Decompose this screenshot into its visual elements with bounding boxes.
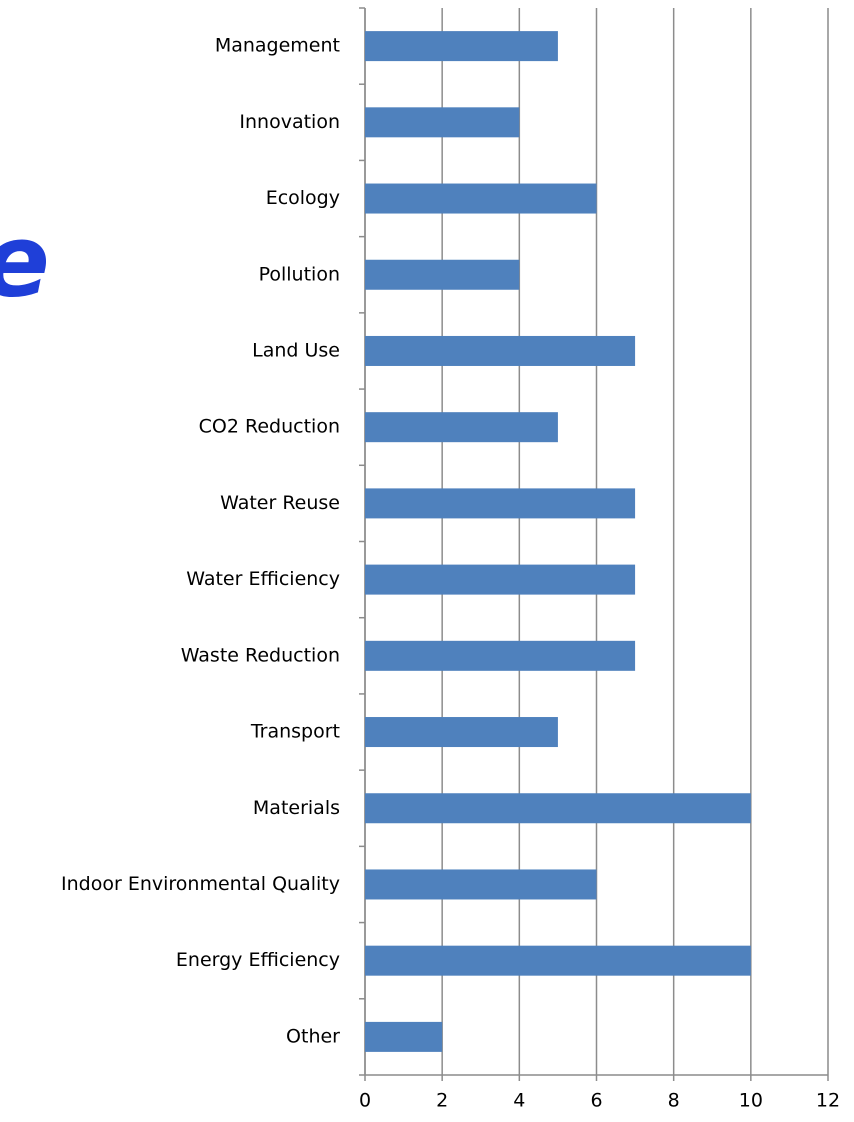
bar <box>365 107 520 138</box>
bar <box>365 869 597 900</box>
bar <box>365 31 558 62</box>
y-tick-label: CO2 Reduction <box>199 416 340 438</box>
annotation: e <box>0 202 50 319</box>
y-tick-label: Waste Reduction <box>181 644 340 666</box>
bar <box>365 488 636 519</box>
x-tick-label: 2 <box>436 1090 448 1112</box>
bar <box>365 335 636 366</box>
y-tick-label: Other <box>286 1025 340 1047</box>
y-tick-label: Transport <box>250 721 340 743</box>
bar <box>365 259 520 290</box>
x-tick-label: 6 <box>590 1090 602 1112</box>
x-tick-label: 0 <box>359 1090 371 1112</box>
bar <box>365 717 558 748</box>
y-tick-label: Water Reuse <box>220 492 340 514</box>
y-tick-label: Water Efficiency <box>186 568 340 590</box>
bar <box>365 564 636 595</box>
y-tick-label: Indoor Environmental Quality <box>61 873 340 895</box>
y-tick-label: Management <box>215 35 340 57</box>
bar <box>365 183 597 214</box>
y-tick-label: Pollution <box>259 263 340 285</box>
bar <box>365 945 751 976</box>
y-tick-label: Materials <box>253 797 340 819</box>
bar <box>365 640 636 671</box>
bar <box>365 412 558 443</box>
x-tick-label: 8 <box>668 1090 680 1112</box>
y-tick-label: Land Use <box>252 339 340 361</box>
x-tick-label: 12 <box>816 1090 840 1112</box>
bar <box>365 793 751 824</box>
y-tick-label: Innovation <box>239 111 340 133</box>
y-tick-label: Ecology <box>266 187 340 209</box>
y-tick-label: Energy Efficiency <box>176 949 340 971</box>
x-tick-label: 10 <box>739 1090 763 1112</box>
bar <box>365 1021 443 1052</box>
x-tick-label: 4 <box>513 1090 525 1112</box>
